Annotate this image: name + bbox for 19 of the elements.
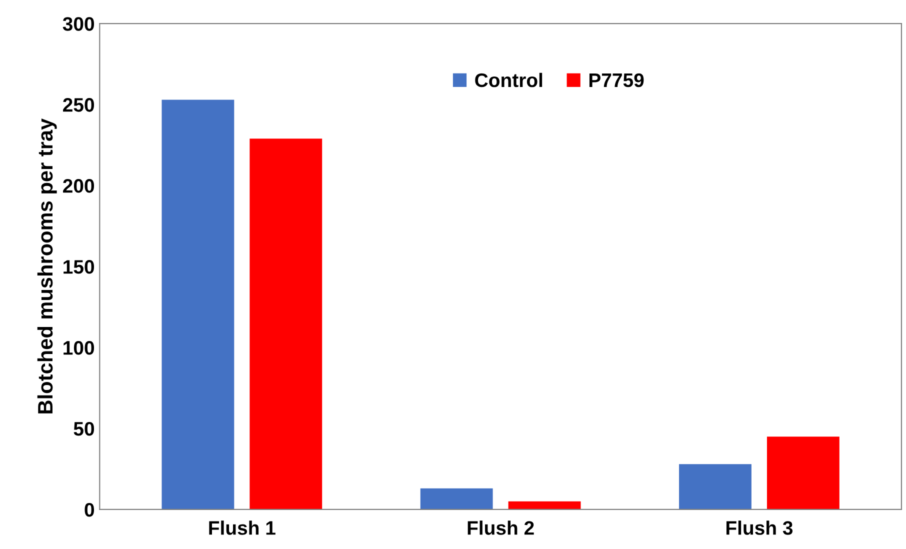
x-tick-label: Flush 2 xyxy=(468,520,534,535)
y-tick-label: 250 xyxy=(63,98,94,112)
y-tick-label: 100 xyxy=(64,340,94,355)
bar xyxy=(679,464,752,510)
x-tick-label: Flush 3 xyxy=(726,520,793,535)
legend-label: Control xyxy=(475,72,542,88)
bar xyxy=(420,488,493,510)
bar xyxy=(162,100,234,510)
y-tick-label: 0 xyxy=(84,502,94,517)
x-tick-label: Flush 1 xyxy=(209,520,276,535)
bar xyxy=(250,138,322,510)
bar xyxy=(766,436,840,510)
y-tick-label: 150 xyxy=(64,260,94,274)
y-tick-label: 300 xyxy=(62,17,94,31)
y-tick-label: 50 xyxy=(74,422,94,436)
y-tick-label: 200 xyxy=(63,179,94,193)
legend-label: P7759 xyxy=(589,73,644,88)
bar xyxy=(508,501,581,510)
y-axis-title: Blotched mushrooms per tray xyxy=(37,118,57,414)
